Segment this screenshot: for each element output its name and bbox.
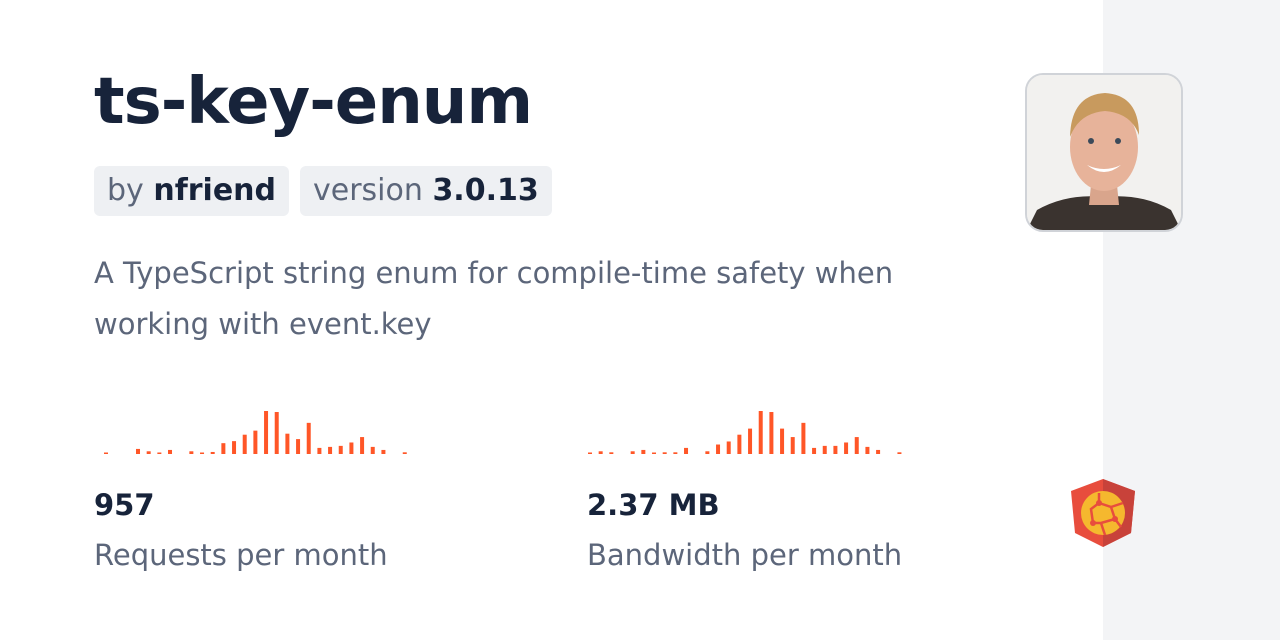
requests-label: Requests per month — [94, 538, 388, 572]
chart-bar — [210, 451, 215, 454]
chart-bar — [684, 447, 689, 454]
version-prefix: version — [313, 173, 423, 208]
chart-bar — [652, 452, 657, 454]
chart-bar — [104, 452, 108, 454]
chart-bar — [146, 451, 151, 454]
chart-bar — [876, 449, 881, 454]
chart-bar — [157, 452, 162, 454]
chart-bar — [780, 428, 785, 454]
chart-bar — [221, 443, 226, 454]
chart-bar — [598, 451, 603, 454]
package-description: A TypeScript string enum for compile-tim… — [94, 256, 894, 341]
chart-bar — [349, 442, 354, 454]
chart-bar — [705, 451, 710, 454]
chart-bar — [673, 452, 678, 454]
chart-bar — [609, 452, 614, 454]
chart-bar — [769, 412, 774, 454]
chart-bar — [381, 449, 386, 454]
chart-bar — [748, 428, 753, 454]
chart-bar — [790, 437, 795, 454]
chart-bar — [264, 411, 269, 454]
chart-bar — [758, 411, 763, 454]
chart-bar — [716, 444, 721, 454]
chart-bar — [189, 451, 194, 454]
requests-chart — [104, 411, 407, 454]
chart-bar — [822, 445, 827, 454]
chart-bar — [253, 430, 258, 454]
chart-bar — [306, 422, 311, 454]
jsdelivr-logo-icon — [1071, 479, 1135, 551]
chart-bar — [897, 452, 902, 454]
chart-bar — [232, 441, 237, 454]
author-badge: by nfriend — [94, 166, 290, 216]
chart-bar — [136, 448, 141, 454]
author-avatar — [1025, 73, 1183, 232]
version-number: 3.0.13 — [432, 173, 539, 208]
chart-bar — [662, 452, 667, 454]
chart-bar — [168, 449, 173, 454]
chart-bar — [317, 447, 322, 454]
chart-bar — [285, 433, 290, 454]
version-badge: version 3.0.13 — [300, 166, 552, 216]
chart-bar — [360, 437, 365, 454]
bandwidth-label: Bandwidth per month — [587, 538, 903, 572]
chart-bar — [588, 452, 592, 454]
bandwidth-chart — [588, 411, 902, 454]
chart-bar — [328, 446, 333, 454]
chart-bar — [865, 446, 870, 454]
chart-bar — [801, 422, 806, 454]
chart-bar — [200, 452, 205, 454]
chart-bar — [370, 446, 375, 454]
chart-bar — [737, 434, 742, 454]
author-name: nfriend — [153, 173, 277, 208]
chart-bar — [641, 449, 646, 454]
package-title: ts-key-enum — [94, 65, 533, 139]
chart-bar — [274, 412, 279, 454]
requests-value: 957 — [94, 488, 155, 522]
chart-bar — [833, 445, 838, 454]
chart-bar — [296, 439, 301, 454]
chart-bar — [242, 434, 247, 454]
chart-bar — [338, 445, 343, 454]
chart-bar — [726, 441, 731, 454]
author-prefix: by — [107, 173, 144, 208]
chart-bar — [844, 442, 849, 454]
bandwidth-value: 2.37 MB — [587, 488, 720, 522]
chart-bar — [854, 437, 859, 454]
chart-bar — [402, 452, 407, 454]
chart-bar — [630, 451, 635, 454]
chart-bar — [812, 447, 817, 454]
